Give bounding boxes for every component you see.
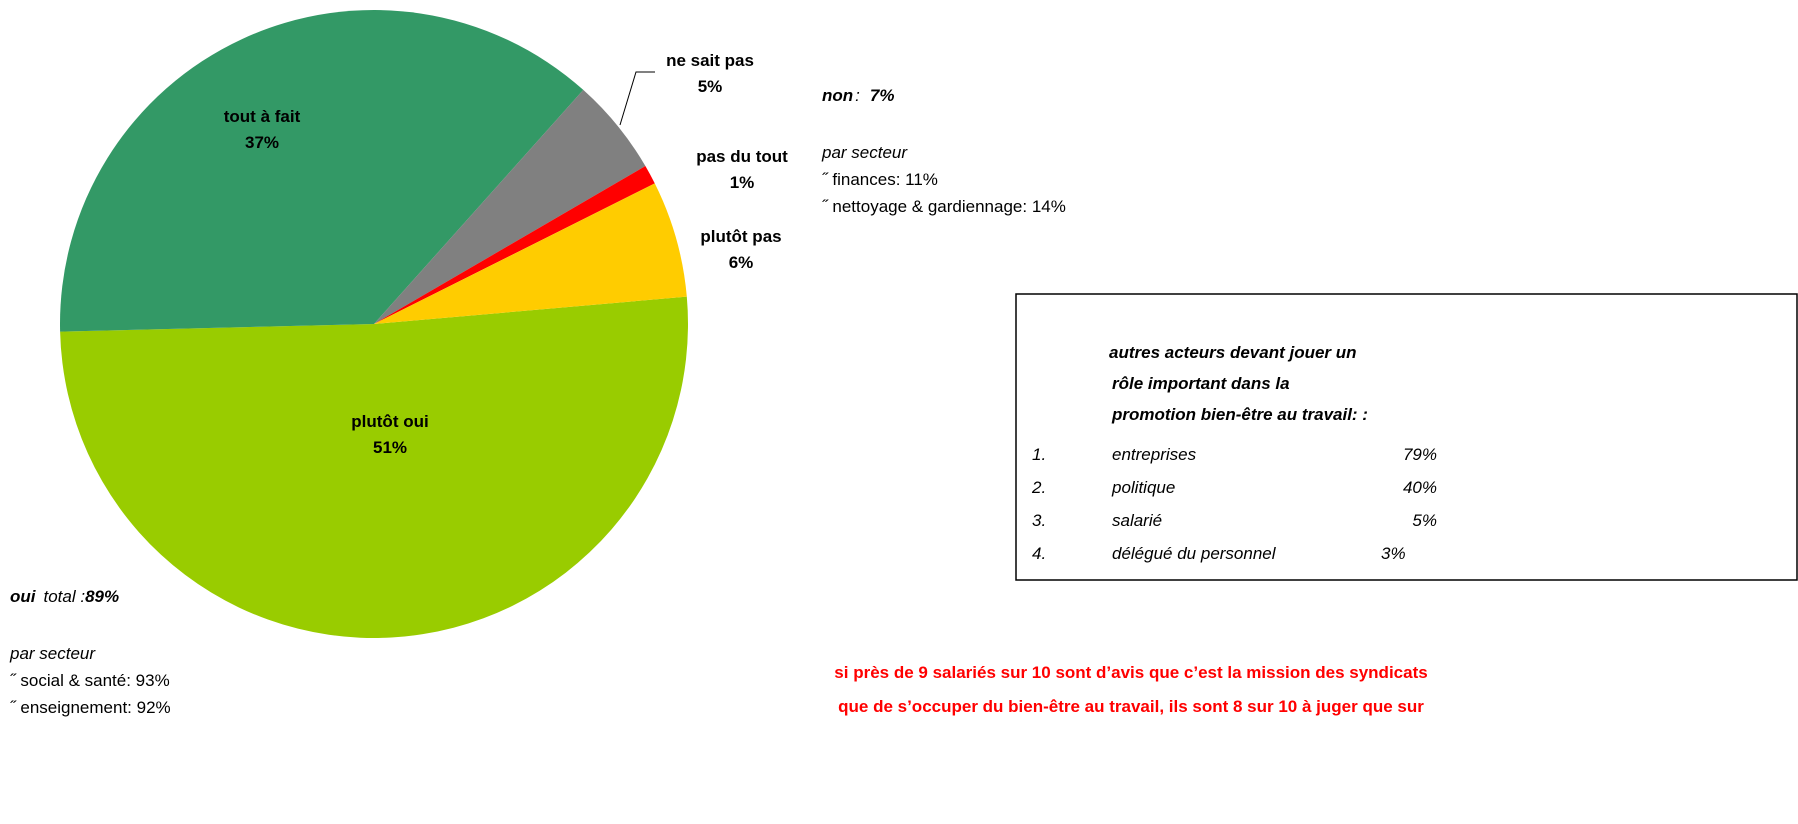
pie (60, 9, 688, 638)
info-box (1015, 293, 1798, 581)
slice-label: pas du tout (696, 147, 788, 166)
non-heading: par secteur (821, 143, 908, 162)
slice-value: 51% (373, 438, 407, 457)
conclusion: si près de 9 salariés sur 10 sont d’avis… (834, 663, 1427, 682)
box-pct: 5% (1412, 511, 1437, 530)
oui-sep: total : (44, 587, 86, 606)
slice-label: ne sait pas (666, 51, 754, 70)
box-items: 1. entreprises 79% 2. politique 40% 3. salarié 5… (1031, 445, 1437, 563)
non-item: ˝ nettoyage & gardiennage: 14% (822, 197, 1066, 216)
oui-item: ˝ enseignement: 92% (10, 698, 171, 717)
oui-word: oui (10, 587, 37, 606)
box-name: salarié (1112, 511, 1162, 530)
pie-slice (374, 183, 687, 324)
pie-slice (374, 166, 655, 324)
slice-value: 37% (245, 133, 279, 152)
non-sep: : (855, 86, 860, 105)
conclusion: que de s’occuper du bien-être au travail… (838, 697, 1424, 716)
non-item: ˝ finances: 11% (822, 170, 938, 189)
slice-value: 1% (730, 173, 755, 192)
oui-total: 89% (85, 587, 119, 606)
pie-slice (374, 89, 646, 325)
box-num: 2. (1031, 478, 1046, 497)
oui-item: ˝ social & santé: 93% (10, 671, 170, 690)
non-total: 7% (870, 86, 895, 105)
box-num: 1. (1032, 445, 1046, 464)
box-name: entreprises (1112, 445, 1197, 464)
non-label: non:7% (822, 86, 894, 105)
box-pct: 40% (1403, 478, 1437, 497)
box-num: 3. (1032, 511, 1046, 530)
pie-slice (60, 9, 584, 332)
non-word: non (822, 86, 853, 105)
slice-value: 6% (729, 253, 754, 272)
slice-value: 5% (698, 77, 723, 96)
box-num: 4. (1032, 544, 1046, 563)
box-name: politique (1111, 478, 1175, 497)
oui-label: oui total :89% (10, 587, 119, 606)
box-pct: 79% (1403, 445, 1437, 464)
box-title: rôle important dans la (1112, 374, 1290, 393)
oui-heading: par secteur (9, 644, 96, 663)
pie-slice (60, 296, 688, 638)
box-pct: 3% (1381, 544, 1406, 563)
slice-label: tout à fait (224, 107, 301, 126)
leader-line (619, 71, 655, 126)
box-title: promotion bien-être au travail: : (1111, 405, 1368, 424)
slice-label: plutôt oui (351, 412, 428, 431)
slice-label: plutôt pas (700, 227, 781, 246)
box-title: autres acteurs devant jouer un (1109, 343, 1357, 362)
box-name: délégué du personnel (1112, 544, 1277, 563)
